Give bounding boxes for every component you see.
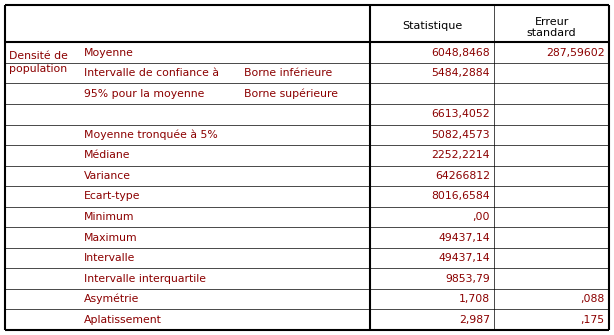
Text: Borne supérieure: Borne supérieure bbox=[244, 88, 338, 99]
Text: Densité de
population: Densité de population bbox=[9, 51, 68, 74]
Text: 64266812: 64266812 bbox=[435, 171, 490, 181]
Text: 95% pour la moyenne: 95% pour la moyenne bbox=[84, 89, 204, 99]
Text: Intervalle interquartile: Intervalle interquartile bbox=[84, 274, 206, 284]
Text: 5484,2884: 5484,2884 bbox=[432, 68, 490, 78]
Text: 287,59602: 287,59602 bbox=[546, 48, 605, 58]
Text: 2,987: 2,987 bbox=[459, 315, 490, 325]
Text: 49437,14: 49437,14 bbox=[438, 253, 490, 263]
Text: Intervalle: Intervalle bbox=[84, 253, 136, 263]
Text: Intervalle de confiance à: Intervalle de confiance à bbox=[84, 68, 219, 78]
Text: Médiane: Médiane bbox=[84, 150, 131, 160]
Text: 6613,4052: 6613,4052 bbox=[432, 109, 490, 119]
Text: 2252,2214: 2252,2214 bbox=[432, 150, 490, 160]
Text: 8016,6584: 8016,6584 bbox=[432, 192, 490, 201]
Text: ,00: ,00 bbox=[473, 212, 490, 222]
Text: ,175: ,175 bbox=[581, 315, 605, 325]
Text: 1,708: 1,708 bbox=[459, 294, 490, 304]
Text: standard: standard bbox=[527, 28, 577, 38]
Text: Statistique: Statistique bbox=[402, 20, 462, 30]
Text: Moyenne tronquée à 5%: Moyenne tronquée à 5% bbox=[84, 130, 218, 140]
Text: Variance: Variance bbox=[84, 171, 131, 181]
Text: Asymétrie: Asymétrie bbox=[84, 294, 139, 305]
Text: Aplatissement: Aplatissement bbox=[84, 315, 162, 325]
Text: Ecart-type: Ecart-type bbox=[84, 192, 141, 201]
Text: Erreur: Erreur bbox=[535, 17, 569, 27]
Text: Moyenne: Moyenne bbox=[84, 48, 134, 58]
Text: 49437,14: 49437,14 bbox=[438, 232, 490, 243]
Text: 5082,4573: 5082,4573 bbox=[432, 130, 490, 140]
Text: ,088: ,088 bbox=[581, 294, 605, 304]
Text: 6048,8468: 6048,8468 bbox=[432, 48, 490, 58]
Text: 9853,79: 9853,79 bbox=[445, 274, 490, 284]
Text: Borne inférieure: Borne inférieure bbox=[244, 68, 332, 78]
Text: Maximum: Maximum bbox=[84, 232, 138, 243]
Text: Minimum: Minimum bbox=[84, 212, 134, 222]
